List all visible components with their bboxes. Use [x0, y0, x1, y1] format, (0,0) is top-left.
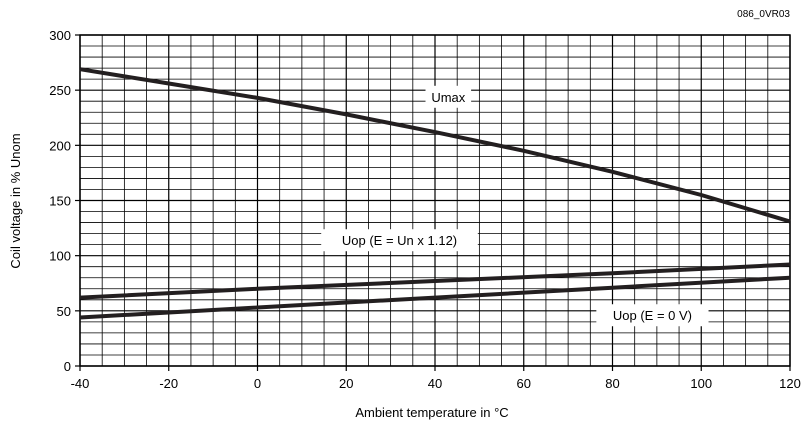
x-axis-label: Ambient temperature in °C: [355, 405, 508, 420]
annotation-box-2: [596, 304, 709, 327]
y-tick-label: 300: [49, 28, 71, 43]
series-line-0: [79, 67, 791, 224]
y-axis-ticks: 0 50 100 150 200 250 300: [49, 28, 80, 374]
x-tick-label: 0: [254, 376, 261, 391]
x-tick-label: 100: [690, 376, 712, 391]
annotation-label-0: Umax: [431, 90, 465, 105]
x-tick-label: 80: [605, 376, 619, 391]
y-tick-label: 250: [49, 83, 71, 98]
x-tick-label: 60: [517, 376, 531, 391]
x-axis-ticks: -40 -20 0 20 40 60 80 100 120: [71, 366, 801, 391]
annotation-box-0: [425, 85, 472, 108]
series-lines: [79, 67, 791, 320]
x-tick-label: -20: [159, 376, 178, 391]
x-tick-label: 20: [339, 376, 353, 391]
y-tick-label: 50: [57, 304, 71, 319]
annotation-box-1: [321, 229, 478, 252]
annotation-label-1: Uop (E = Un x 1.12): [342, 233, 457, 248]
y-tick-label: 150: [49, 194, 71, 209]
series-line-2: [79, 275, 791, 320]
y-tick-label: 100: [49, 249, 71, 264]
y-tick-label: 0: [64, 359, 71, 374]
y-tick-label: 200: [49, 138, 71, 153]
x-tick-label: 120: [779, 376, 801, 391]
series-annotations: Umax Uop (E = Un x 1.12) Uop (E = 0 V): [321, 85, 709, 327]
figure-reference: 086_0VR03: [737, 9, 790, 20]
annotation-label-2: Uop (E = 0 V): [613, 308, 692, 323]
x-tick-label: 40: [428, 376, 442, 391]
series-line-1: [79, 262, 791, 300]
y-axis-label: Coil voltage in % Unom: [8, 133, 23, 268]
x-tick-label: -40: [71, 376, 90, 391]
